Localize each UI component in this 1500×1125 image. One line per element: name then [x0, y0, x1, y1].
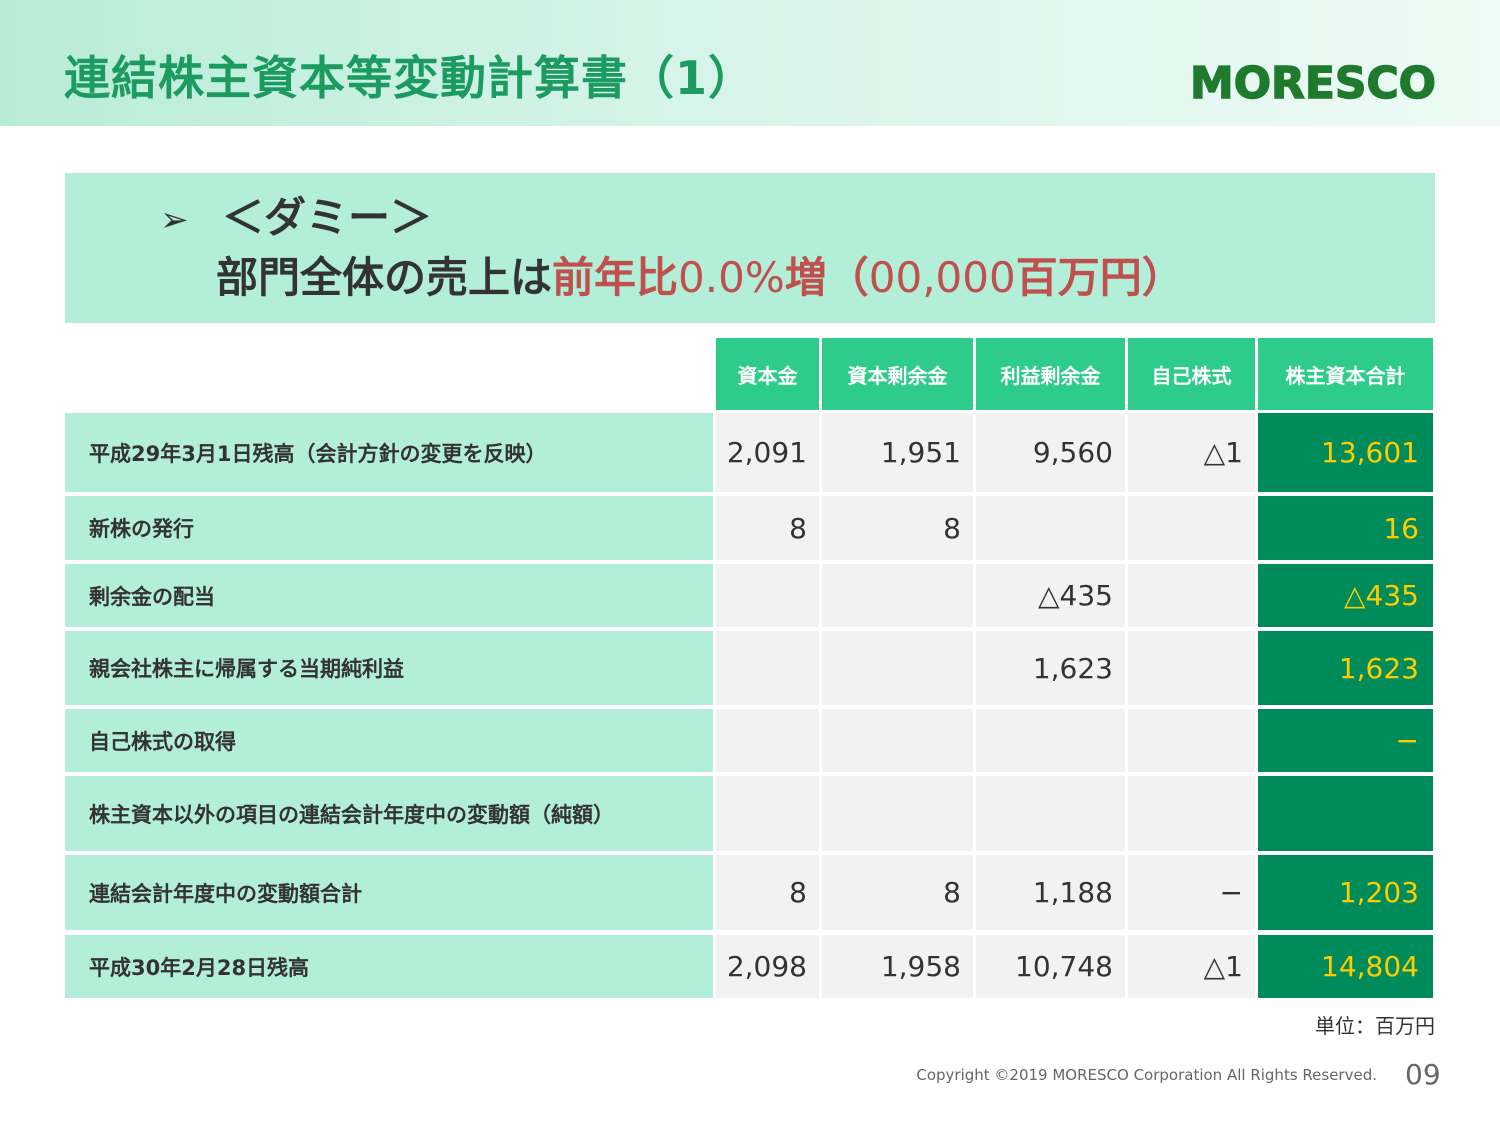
column-header-capital: 資本金 [716, 338, 819, 410]
table-cell: 1,188 [976, 855, 1125, 930]
row-label-closing-balance: 平成30年2月28日残高 [65, 935, 713, 998]
column-header-shareholders-equity-total: 株主資本合計 [1258, 338, 1433, 410]
copyright-text: Copyright ©2019 MORESCO Corporation All … [916, 1066, 1377, 1084]
banner-heading: ＜ダミー＞ [222, 193, 433, 242]
summary-paren-close: ） [1141, 253, 1184, 302]
table-cell: − [1128, 855, 1255, 930]
table-cell [1128, 564, 1255, 627]
summary-highlight: 前年比 [552, 253, 679, 302]
table-cell: 8 [822, 855, 973, 930]
total-cell [1258, 776, 1433, 851]
table-cell: 8 [716, 496, 819, 560]
column-header-retained-earnings: 利益剰余金 [976, 338, 1125, 410]
row-label-total-changes: 連結会計年度中の変動額合計 [65, 855, 713, 930]
table-cell [976, 709, 1125, 772]
arrow-bullet-icon: ➢ [160, 200, 189, 240]
total-cell: 14,804 [1258, 935, 1433, 998]
table-cell [822, 776, 973, 851]
moresco-logo: MORESCO [1190, 62, 1437, 102]
table-cell: △1 [1128, 413, 1255, 492]
total-cell: 16 [1258, 496, 1433, 560]
table-cell [1128, 709, 1255, 772]
table-cell [716, 631, 819, 705]
table-cell [1128, 496, 1255, 560]
banner-summary: 部門全体の売上は前年比0.0%増（00,000百万円） [216, 248, 1184, 308]
total-cell: 1,623 [1258, 631, 1433, 705]
table-cell [716, 564, 819, 627]
table-cell [822, 631, 973, 705]
total-cell: − [1258, 709, 1433, 772]
table-cell [716, 709, 819, 772]
column-header-capital-surplus: 資本剰余金 [822, 338, 973, 410]
table-cell [1128, 776, 1255, 851]
total-cell: 1,203 [1258, 855, 1433, 930]
table-cell [716, 776, 819, 851]
table-cell: 1,958 [822, 935, 973, 998]
total-cell: △435 [1258, 564, 1433, 627]
table-cell: 2,098 [716, 935, 819, 998]
summary-paren-open: （ [826, 253, 869, 302]
svg-text:MORESCO: MORESCO [1190, 62, 1436, 102]
summary-rate: 0.0% [678, 253, 785, 302]
row-label-other-changes: 株主資本以外の項目の連結会計年度中の変動額（純額） [65, 776, 713, 851]
table-cell: 1,951 [822, 413, 973, 492]
table-cell [1128, 631, 1255, 705]
summary-unit: 百万円 [1015, 253, 1142, 302]
header-band [0, 0, 1500, 126]
page-title: 連結株主資本等変動計算書（1） [64, 51, 756, 105]
table-cell: 8 [716, 855, 819, 930]
table-cell: 10,748 [976, 935, 1125, 998]
table-cell: 2,091 [716, 413, 819, 492]
summary-prefix: 部門全体の売上は [216, 253, 553, 302]
unit-note: 単位：百万円 [1315, 1014, 1435, 1038]
page-number: 09 [1405, 1058, 1441, 1091]
summary-banner [65, 173, 1435, 323]
row-label-dividends: 剰余金の配当 [65, 564, 713, 627]
table-cell: 8 [822, 496, 973, 560]
summary-amount: 00,000 [868, 253, 1016, 302]
row-label-treasury-acquisition: 自己株式の取得 [65, 709, 713, 772]
table-cell: △435 [976, 564, 1125, 627]
row-label-new-shares: 新株の発行 [65, 496, 713, 560]
table-cell [822, 709, 973, 772]
table-cell: △1 [1128, 935, 1255, 998]
row-label-net-income: 親会社株主に帰属する当期純利益 [65, 631, 713, 705]
column-header-treasury-stock: 自己株式 [1128, 338, 1255, 410]
row-label-opening-balance: 平成29年3月1日残高（会計方針の変更を反映） [65, 413, 713, 492]
table-cell: 1,623 [976, 631, 1125, 705]
table-cell: 9,560 [976, 413, 1125, 492]
summary-increase: 増 [784, 253, 827, 302]
table-cell [976, 776, 1125, 851]
table-cell [976, 496, 1125, 560]
total-cell: 13,601 [1258, 413, 1433, 492]
table-cell [822, 564, 973, 627]
